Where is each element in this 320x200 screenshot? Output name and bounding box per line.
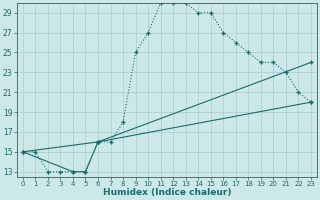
X-axis label: Humidex (Indice chaleur): Humidex (Indice chaleur): [103, 188, 231, 197]
